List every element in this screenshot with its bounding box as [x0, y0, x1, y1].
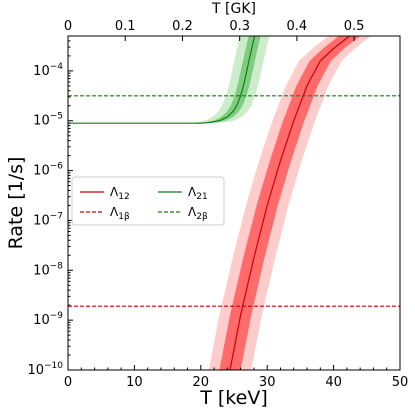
y-axis-label: Rate [1/s] [5, 157, 27, 250]
y-tick-label: 10−8 [33, 261, 63, 278]
axes: 0 10 20 30 40 50 0 0.1 0.2 0.3 0.4 0.5 10−10 10−9 10−8… [27, 19, 408, 390]
top-x-tick-label: 0.1 [115, 19, 136, 34]
series-line-1 [68, 36, 256, 124]
top-x-tick-label: 0.2 [172, 19, 193, 34]
x-tick-label: 10 [126, 375, 143, 390]
legend-box [71, 176, 225, 226]
y-tick-label: 10−6 [33, 162, 63, 179]
x-tick-label: 20 [193, 375, 210, 390]
y-tick-label: 10−10 [27, 361, 63, 378]
uncertainty-bands [68, 36, 371, 370]
y-tick-label: 10−4 [33, 62, 63, 79]
top-x-tick-label: 0 [64, 19, 72, 34]
series-band-inner-0 [219, 36, 361, 370]
x-tick-label: 40 [325, 375, 342, 390]
legend-label: Λ2β [188, 205, 208, 222]
series-line-0 [229, 36, 350, 370]
top-x-tick-label: 0.3 [229, 19, 250, 34]
y-tick-label: 10−7 [33, 211, 63, 228]
legend-label: Λ1β [110, 205, 130, 222]
x-tick-label: 50 [392, 375, 409, 390]
legend-label: Λ21 [188, 185, 208, 202]
series-lines [68, 36, 400, 370]
legend: Λ12 Λ21 Λ1β Λ2β [71, 176, 225, 226]
y-tick-label: 10−5 [33, 112, 63, 129]
top-x-axis-label: T [GK] [211, 1, 256, 17]
top-x-tick-label: 0.5 [344, 19, 365, 34]
x-axis-label: T [keV] [199, 387, 267, 409]
top-x-tick-label: 0.4 [287, 19, 308, 34]
x-tick-label: 30 [259, 375, 276, 390]
x-tick-label: 0 [64, 375, 72, 390]
legend-label: Λ12 [110, 185, 130, 202]
plot-frame [67, 35, 401, 371]
y-tick-label: 10−9 [33, 311, 63, 328]
